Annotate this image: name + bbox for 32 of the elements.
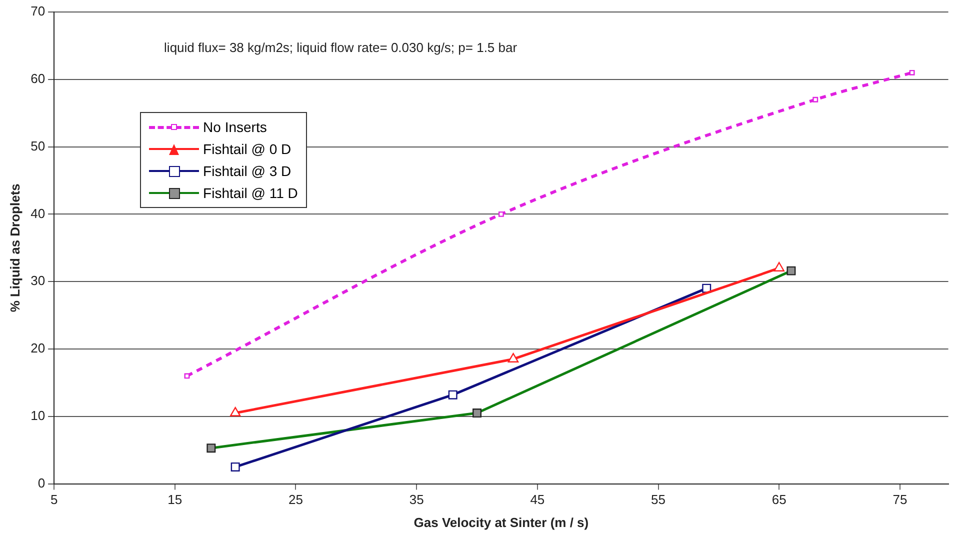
y-tick-label: 50 <box>30 138 46 154</box>
x-tick-label: 55 <box>651 492 666 508</box>
point <box>498 211 504 217</box>
x-tick-label: 65 <box>772 492 786 508</box>
y-tick-label: 30 <box>30 273 46 288</box>
y-tick-label: 60 <box>30 70 46 86</box>
point <box>774 262 784 272</box>
x-tick-label: 5 <box>50 492 58 508</box>
annotation: liquid flux= 38 kg/m2s; liquid flow rate= 0.030 kg/s; p= 1.5 bar <box>164 40 518 55</box>
x-tick-label: 75 <box>892 492 908 508</box>
point <box>230 406 241 416</box>
point <box>184 373 190 379</box>
point <box>508 353 519 362</box>
y-tick-label: 40 <box>30 206 46 221</box>
point <box>448 390 458 400</box>
y-tick-label: 20 <box>30 340 46 356</box>
legend-label: Fishtail @ 11 D <box>203 185 298 201</box>
y-tick-label: 0 <box>38 475 46 490</box>
x-tick-label: 15 <box>168 492 182 508</box>
point <box>909 70 915 76</box>
x-axis-title: Gas Velocity at Sinter (m / s) <box>414 514 589 530</box>
point <box>230 462 240 472</box>
y-axis-title: % Liquid as Droplets <box>7 184 22 312</box>
legend-label: No Inserts <box>203 119 267 135</box>
x-tick-label: 25 <box>288 492 303 508</box>
legend-label: Fishtail @ 3 D <box>203 163 292 179</box>
x-tick-label: 35 <box>409 492 424 508</box>
legend-label: Fishtail @ 0 D <box>203 141 292 157</box>
point <box>812 96 818 102</box>
x-tick-label: 45 <box>530 492 545 508</box>
y-tick-label: 70 <box>30 4 46 19</box>
y-tick-label: 10 <box>30 408 46 423</box>
